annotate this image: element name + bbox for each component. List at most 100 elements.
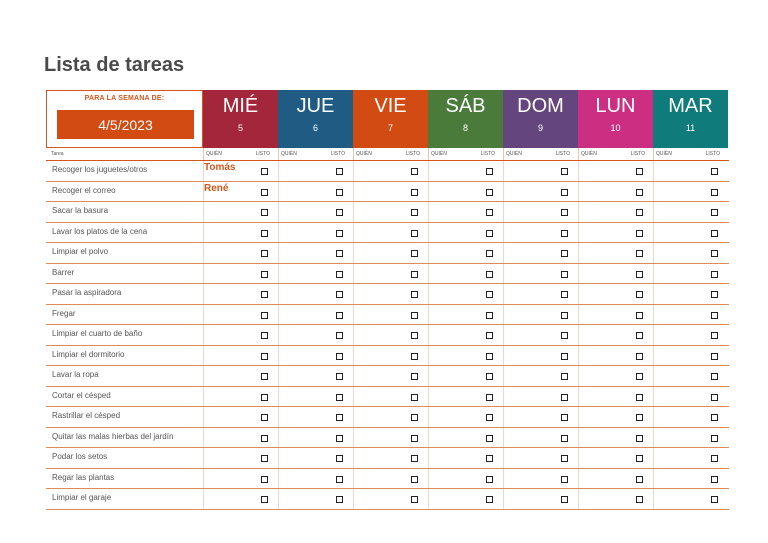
done-checkbox[interactable] xyxy=(636,373,643,380)
done-checkbox[interactable] xyxy=(636,475,643,483)
done-checkbox[interactable] xyxy=(486,496,493,503)
task-name[interactable]: Barrer xyxy=(52,267,75,277)
done-checkbox[interactable] xyxy=(411,496,418,503)
done-checkbox[interactable] xyxy=(411,188,418,196)
done-checkbox[interactable] xyxy=(261,188,268,196)
done-checkbox[interactable] xyxy=(636,352,643,360)
task-name[interactable]: Limpiar el cuarto de baño xyxy=(52,329,143,338)
done-checkbox[interactable] xyxy=(711,393,718,401)
done-checkbox[interactable] xyxy=(336,393,343,401)
task-name[interactable]: Quitar las malas hierbas del jardín xyxy=(52,431,174,441)
done-checkbox[interactable] xyxy=(561,229,568,237)
done-checkbox[interactable] xyxy=(411,229,418,237)
done-checkbox[interactable] xyxy=(336,291,343,298)
done-checkbox[interactable] xyxy=(411,352,418,360)
done-checkbox[interactable] xyxy=(411,434,418,442)
done-checkbox[interactable] xyxy=(561,434,568,442)
assignee-name[interactable]: Tomás xyxy=(204,162,236,173)
done-checkbox[interactable] xyxy=(336,311,343,319)
task-name[interactable]: Lavar los platos de la cena xyxy=(52,226,148,236)
task-name[interactable]: Fregar xyxy=(52,308,76,318)
done-checkbox[interactable] xyxy=(711,352,718,360)
done-checkbox[interactable] xyxy=(411,393,418,401)
done-checkbox[interactable] xyxy=(261,250,268,257)
done-checkbox[interactable] xyxy=(411,209,418,216)
done-checkbox[interactable] xyxy=(486,414,493,421)
done-checkbox[interactable] xyxy=(336,352,343,360)
done-checkbox[interactable] xyxy=(261,414,268,421)
done-checkbox[interactable] xyxy=(261,332,268,339)
done-checkbox[interactable] xyxy=(636,229,643,237)
done-checkbox[interactable] xyxy=(261,455,268,462)
done-checkbox[interactable] xyxy=(711,209,718,216)
done-checkbox[interactable] xyxy=(261,496,268,503)
task-name[interactable]: Sacar la basura xyxy=(52,206,109,215)
done-checkbox[interactable] xyxy=(261,352,268,360)
done-checkbox[interactable] xyxy=(486,250,493,257)
done-checkbox[interactable] xyxy=(486,270,493,278)
done-checkbox[interactable] xyxy=(261,311,268,319)
assignee-name[interactable]: René xyxy=(204,182,229,194)
done-checkbox[interactable] xyxy=(561,311,568,319)
done-checkbox[interactable] xyxy=(636,455,643,462)
done-checkbox[interactable] xyxy=(486,291,493,298)
done-checkbox[interactable] xyxy=(336,209,343,216)
done-checkbox[interactable] xyxy=(636,188,643,196)
done-checkbox[interactable] xyxy=(486,311,493,319)
done-checkbox[interactable] xyxy=(636,332,643,339)
done-checkbox[interactable] xyxy=(711,496,718,503)
done-checkbox[interactable] xyxy=(636,393,643,401)
done-checkbox[interactable] xyxy=(411,373,418,380)
done-checkbox[interactable] xyxy=(336,496,343,503)
done-checkbox[interactable] xyxy=(261,373,268,380)
done-checkbox[interactable] xyxy=(261,393,268,401)
done-checkbox[interactable] xyxy=(711,373,718,380)
done-checkbox[interactable] xyxy=(486,332,493,339)
done-checkbox[interactable] xyxy=(411,311,418,319)
done-checkbox[interactable] xyxy=(711,414,718,421)
done-checkbox[interactable] xyxy=(636,434,643,442)
done-checkbox[interactable] xyxy=(561,270,568,278)
done-checkbox[interactable] xyxy=(711,229,718,237)
done-checkbox[interactable] xyxy=(261,475,268,483)
done-checkbox[interactable] xyxy=(561,373,568,380)
done-checkbox[interactable] xyxy=(486,373,493,380)
done-checkbox[interactable] xyxy=(336,475,343,483)
done-checkbox[interactable] xyxy=(336,270,343,278)
done-checkbox[interactable] xyxy=(561,496,568,503)
done-checkbox[interactable] xyxy=(336,168,343,175)
task-name[interactable]: Pasar la aspiradora xyxy=(52,288,122,297)
done-checkbox[interactable] xyxy=(636,168,643,175)
done-checkbox[interactable] xyxy=(711,188,718,196)
week-date-field[interactable]: 4/5/2023 xyxy=(57,110,194,139)
task-name[interactable]: Limpiar el polvo xyxy=(52,247,109,256)
done-checkbox[interactable] xyxy=(261,434,268,442)
done-checkbox[interactable] xyxy=(711,475,718,483)
done-checkbox[interactable] xyxy=(636,270,643,278)
done-checkbox[interactable] xyxy=(561,332,568,339)
done-checkbox[interactable] xyxy=(711,332,718,339)
task-name[interactable]: Lavar la ropa xyxy=(52,370,99,379)
done-checkbox[interactable] xyxy=(261,291,268,298)
done-checkbox[interactable] xyxy=(636,311,643,319)
done-checkbox[interactable] xyxy=(486,393,493,401)
done-checkbox[interactable] xyxy=(336,229,343,237)
done-checkbox[interactable] xyxy=(336,414,343,421)
task-name[interactable]: Recoger los juguetes/otros xyxy=(52,165,148,174)
done-checkbox[interactable] xyxy=(411,475,418,483)
task-name[interactable]: Rastrillar el césped xyxy=(52,411,121,420)
done-checkbox[interactable] xyxy=(561,414,568,421)
done-checkbox[interactable] xyxy=(336,455,343,462)
done-checkbox[interactable] xyxy=(486,475,493,483)
done-checkbox[interactable] xyxy=(711,168,718,175)
done-checkbox[interactable] xyxy=(336,250,343,257)
done-checkbox[interactable] xyxy=(411,414,418,421)
done-checkbox[interactable] xyxy=(636,250,643,257)
done-checkbox[interactable] xyxy=(711,434,718,442)
done-checkbox[interactable] xyxy=(411,291,418,298)
done-checkbox[interactable] xyxy=(486,455,493,462)
task-name[interactable]: Podar los setos xyxy=(52,452,108,461)
task-name[interactable]: Cortar el césped xyxy=(52,390,111,400)
done-checkbox[interactable] xyxy=(336,373,343,380)
done-checkbox[interactable] xyxy=(561,393,568,401)
